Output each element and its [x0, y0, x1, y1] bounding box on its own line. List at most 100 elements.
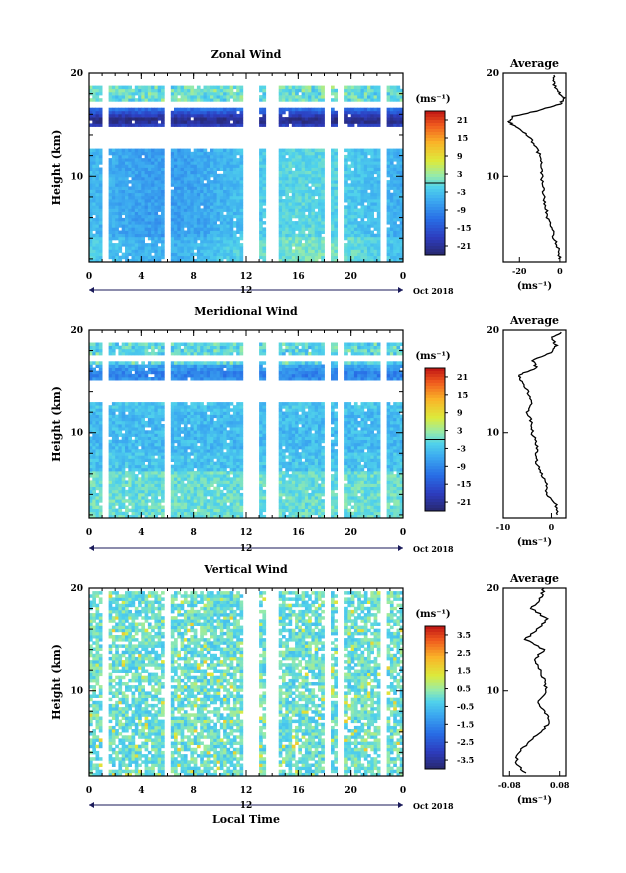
heatmap-cell [131, 88, 136, 93]
heatmap-cell [376, 180, 381, 184]
heatmap-cell [144, 364, 149, 368]
heatmap-cell [190, 151, 195, 156]
heatmap-cell [393, 154, 397, 159]
heatmap-cell [360, 189, 365, 194]
heatmap-cell [118, 377, 123, 381]
heatmap-cell [376, 233, 381, 238]
heatmap-cell [92, 252, 96, 257]
heatmap-cell [121, 364, 126, 368]
heatmap-cell [174, 511, 178, 516]
heatmap-cell [118, 464, 123, 469]
heatmap-cell [147, 214, 152, 219]
heatmap-cell [154, 424, 159, 428]
heatmap-cell [161, 176, 165, 181]
heatmap-cell [125, 221, 129, 225]
heatmap-cell [318, 189, 322, 194]
heatmap-cell [134, 351, 139, 356]
heatmap-cell [370, 117, 374, 121]
heatmap-cell [89, 154, 93, 159]
heatmap-cell [134, 461, 139, 466]
heatmap-cell [180, 420, 185, 425]
heatmap-cell [111, 508, 116, 513]
heatmap-cell [301, 233, 306, 238]
heatmap-cell [193, 483, 198, 487]
heatmap-cell [288, 239, 293, 244]
heatmap-cell [138, 246, 142, 250]
heatmap-cell [138, 452, 142, 456]
heatmap-cell [393, 164, 397, 168]
heatmap-cell [131, 113, 136, 118]
heatmap-cell [144, 205, 149, 209]
heatmap-cell [389, 243, 394, 247]
heatmap-cell [111, 342, 116, 346]
heatmap-cell [219, 154, 224, 159]
heatmap-cell [239, 202, 244, 206]
heatmap-cell [285, 230, 289, 234]
heatmap-cell [373, 167, 378, 171]
heatmap-cell [334, 120, 338, 124]
heatmap-cell [353, 180, 358, 184]
heatmap-cell [282, 117, 286, 121]
heatmap-cell [170, 464, 175, 469]
heatmap-cell [393, 211, 397, 216]
heatmap-cell [161, 361, 165, 365]
heatmap-cell [353, 176, 358, 181]
heatmap-cell [262, 117, 267, 121]
heatmap-cell [125, 364, 129, 368]
heatmap-cell [170, 492, 175, 497]
heatmap-cell [304, 120, 309, 124]
heatmap-cell [144, 120, 149, 124]
heatmap-cell [334, 195, 338, 200]
heatmap-cell [170, 345, 175, 350]
heatmap-cell [161, 221, 165, 225]
heatmap-cell [95, 230, 100, 234]
heatmap-cell [141, 85, 145, 90]
heatmap-cell [396, 167, 401, 171]
colorbar-segment [425, 147, 445, 151]
heatmap-cell [229, 252, 234, 257]
heatmap-cell [223, 246, 227, 250]
heatmap-cell [344, 224, 348, 228]
heatmap-cell [213, 120, 217, 124]
heatmap-cell [353, 95, 358, 99]
heatmap-cell [223, 151, 227, 156]
heatmap-cell [95, 189, 100, 194]
heatmap-cell [318, 192, 322, 197]
heatmap-cell [180, 489, 185, 494]
heatmap-cell [295, 173, 299, 178]
heatmap-cell [161, 91, 165, 96]
heatmap-cell [92, 474, 96, 478]
heatmap-cell [170, 480, 175, 484]
heatmap-cell [121, 370, 126, 375]
heatmap-cell [92, 227, 96, 231]
heatmap-cell [236, 195, 240, 200]
heatmap-cell [350, 173, 355, 178]
heatmap-cell [131, 258, 136, 263]
heatmap-cell [353, 195, 358, 200]
heatmap-cell [308, 180, 312, 184]
heatmap-cell [92, 233, 96, 238]
heatmap-cell [131, 208, 136, 212]
heatmap-cell [95, 91, 100, 96]
heatmap-cell [288, 117, 293, 121]
heatmap-cell [187, 113, 191, 118]
heatmap-cell [370, 120, 374, 124]
heatmap-cell [301, 255, 306, 260]
heatmap-cell [206, 224, 211, 228]
heatmap-cell [304, 180, 309, 184]
heatmap-cell [180, 249, 185, 253]
heatmap-cell [190, 113, 195, 118]
heatmap-cell [92, 221, 96, 225]
heatmap-cell [183, 449, 188, 453]
heatmap-cell [141, 452, 145, 456]
heatmap-cell [121, 420, 126, 425]
heatmap-cell [373, 255, 378, 260]
heatmap-cell [232, 151, 237, 156]
heatmap-cell [187, 361, 191, 365]
heatmap-cell [360, 164, 365, 168]
heatmap-cell [236, 189, 240, 194]
heatmap-cell [278, 208, 283, 212]
heatmap-cell [304, 243, 309, 247]
heatmap-cell [193, 420, 198, 425]
heatmap-cell [147, 117, 152, 121]
